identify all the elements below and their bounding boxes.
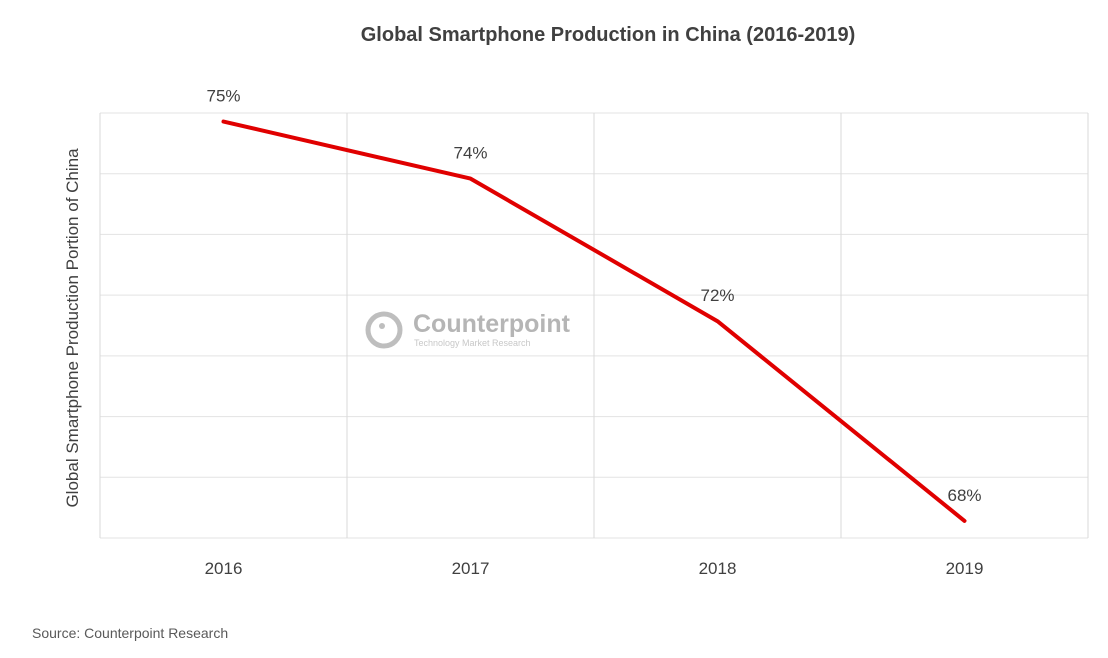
- x-tick-label: 2019: [946, 559, 984, 578]
- svg-text:Technology Market Research: Technology Market Research: [414, 338, 531, 348]
- y-axis-label: Global Smartphone Production Portion of …: [63, 148, 82, 508]
- chart-title: Global Smartphone Production in China (2…: [361, 24, 856, 46]
- svg-text:Counterpoint: Counterpoint: [413, 310, 571, 338]
- series-line: [221, 119, 967, 523]
- data-label: 74%: [453, 144, 487, 163]
- x-tick-label: 2018: [699, 559, 737, 578]
- x-tick-label: 2016: [205, 559, 243, 578]
- source-note: Source: Counterpoint Research: [32, 625, 228, 641]
- watermark-logo: Counterpoint Technology Market Research: [365, 310, 571, 349]
- data-label: 68%: [947, 486, 981, 505]
- series-path: [221, 119, 967, 523]
- grid: [99, 112, 1089, 539]
- x-tick-label: 2017: [452, 559, 490, 578]
- data-label: 75%: [206, 87, 240, 106]
- data-label: 72%: [700, 286, 734, 305]
